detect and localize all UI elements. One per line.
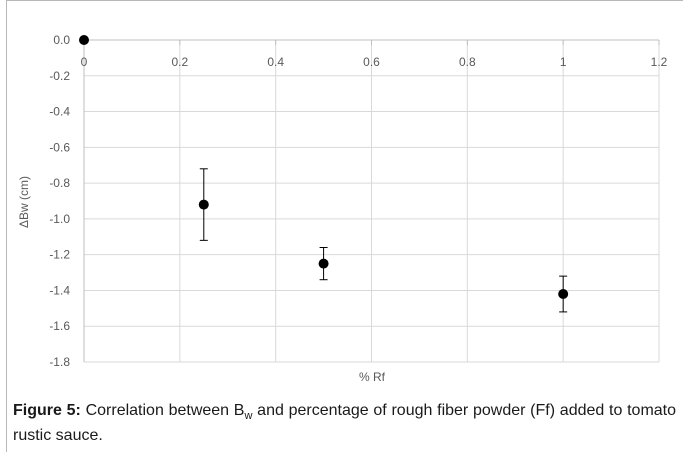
- y-tick-label: 0.0: [53, 33, 70, 47]
- figure-caption: Figure 5: Correlation between Bw and per…: [13, 401, 676, 446]
- caption-label: Figure 5:: [13, 402, 81, 419]
- grid-lines: [83, 40, 660, 363]
- y-axis-label: ΔBw (cm): [17, 176, 31, 228]
- x-tick-label: 0.4: [267, 55, 284, 69]
- y-tick-label: -0.6: [49, 140, 70, 154]
- data-point: [318, 258, 329, 269]
- y-tick-label: -1.6: [49, 319, 70, 333]
- x-tick-label: 0.2: [171, 55, 188, 69]
- data-point: [558, 289, 569, 300]
- y-tick-label: -0.4: [49, 105, 70, 119]
- scatter-chart: 0 0.2 0.4 0.6 0.8 1 1.2 0.0 -0.2 -0.4 -0.6 -0.8 -1.0…: [17, 33, 668, 384]
- caption-text-1: Correlation between B: [80, 402, 245, 419]
- caption-subscript: w: [244, 410, 253, 422]
- data-points: [79, 35, 569, 300]
- y-tick-label: -1.2: [49, 248, 70, 262]
- x-tick-label: 0: [81, 55, 88, 69]
- x-tick-label: 1: [560, 55, 567, 69]
- axes: [83, 39, 660, 362]
- y-tick-label: -1.8: [49, 355, 70, 369]
- y-tick-label: -1.4: [49, 283, 70, 297]
- x-tick-label: 0.8: [459, 55, 476, 69]
- y-tick-label: -0.8: [49, 176, 70, 190]
- x-tick-label: 0.6: [363, 55, 380, 69]
- data-point: [198, 199, 209, 210]
- tick-labels: 0 0.2 0.4 0.6 0.8 1 1.2 0.0 -0.2 -0.4 -0.6 -0.8 -1.0…: [49, 33, 667, 369]
- figure-frame: [6, 0, 683, 452]
- data-point: [79, 35, 89, 45]
- y-tick-label: -0.2: [49, 69, 70, 83]
- x-tick-label: 1.2: [651, 55, 668, 69]
- caption-text-2: and percentage of rough fiber powder (Ff…: [13, 402, 677, 444]
- y-tick-label: -1.0: [49, 212, 70, 226]
- x-axis-label: % Rf: [359, 370, 386, 384]
